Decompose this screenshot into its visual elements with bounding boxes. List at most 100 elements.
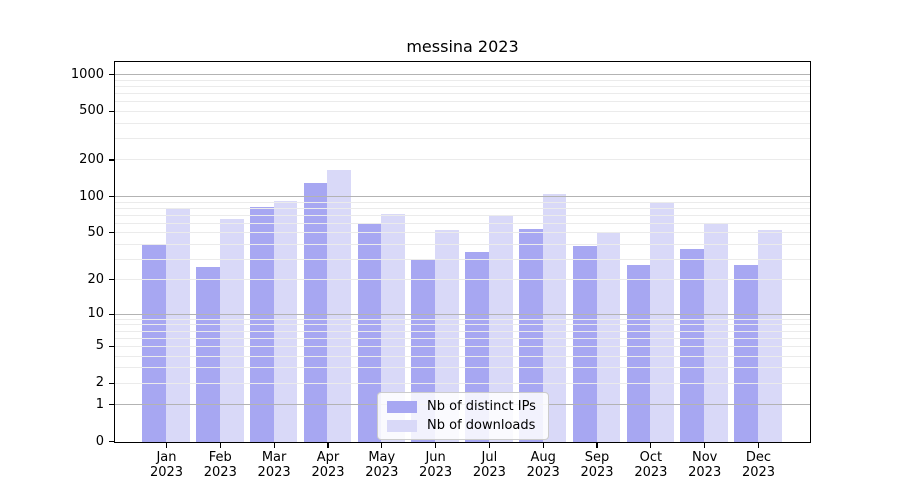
x-tick-label-jul: Jul 2023 <box>472 450 506 480</box>
bar-distinct-ips-apr <box>303 183 328 442</box>
gridline-minor-30 <box>115 258 810 260</box>
y-tick-label-20: 20 <box>87 271 104 287</box>
x-tick-mark-may <box>381 443 383 448</box>
y-tick-mark-50 <box>109 232 114 234</box>
gridline-minor-800 <box>115 86 810 87</box>
bar-downloads-nov <box>704 223 728 442</box>
legend-entry-distinct-ips: Nb of distinct IPs <box>387 399 536 414</box>
bar-distinct-ips-sep <box>572 246 597 442</box>
bar-distinct-ips-nov <box>680 248 705 442</box>
x-tick-label-may: May 2023 <box>365 450 399 480</box>
gridline-major-100 <box>115 196 810 197</box>
x-tick-mark-apr <box>327 443 329 448</box>
x-tick-mark-jul <box>488 443 491 448</box>
y-tick-label-1: 1 <box>95 396 104 412</box>
gridline-major-10 <box>115 313 810 315</box>
y-tick-label-50: 50 <box>87 224 104 240</box>
gridline-minor-5 <box>115 345 810 347</box>
y-tick-label-200: 200 <box>79 151 104 167</box>
gridline-minor-300 <box>115 138 810 139</box>
bar-downloads-jan <box>166 209 190 442</box>
bar-distinct-ips-dec <box>734 265 758 442</box>
gridline-minor-2 <box>115 382 810 384</box>
bar-downloads-oct <box>650 202 675 442</box>
y-tick-label-0: 0 <box>95 433 104 449</box>
gridline-minor-6 <box>115 337 810 339</box>
y-tick-mark-200 <box>109 159 114 161</box>
bar-downloads-dec <box>758 230 782 442</box>
x-tick-label-oct: Oct 2023 <box>634 450 668 480</box>
bar-downloads-mar <box>273 200 298 442</box>
gridline-minor-7 <box>115 330 810 332</box>
x-tick-mark-feb <box>219 443 221 448</box>
bar-distinct-ips-feb <box>196 267 220 442</box>
gridline-minor-90 <box>115 201 810 203</box>
y-tick-label-500: 500 <box>79 103 104 119</box>
bar-distinct-ips-jan <box>142 244 166 442</box>
x-tick-label-jun: Jun 2023 <box>419 450 453 480</box>
x-tick-mark-mar <box>273 443 275 448</box>
gridline-minor-500 <box>115 110 810 112</box>
plot-area <box>114 61 811 443</box>
x-tick-mark-nov <box>704 443 706 448</box>
gridline-minor-4 <box>115 355 810 357</box>
x-tick-label-apr: Apr 2023 <box>311 450 345 480</box>
y-tick-mark-1000 <box>109 74 114 76</box>
x-tick-mark-dec <box>757 443 760 448</box>
x-tick-mark-jan <box>165 443 168 448</box>
x-tick-mark-sep <box>596 443 598 448</box>
x-tick-label-mar: Mar 2023 <box>257 450 291 480</box>
bar-distinct-ips-oct <box>626 265 651 442</box>
legend-swatch-downloads <box>387 419 417 432</box>
legend-swatch-distinct-ips <box>387 400 417 413</box>
legend-label-downloads: Nb of downloads <box>427 418 536 433</box>
x-tick-mark-aug <box>542 443 544 448</box>
bar-downloads-aug <box>542 194 567 442</box>
gridline-minor-3 <box>115 367 810 369</box>
bar-distinct-ips-aug <box>519 229 543 442</box>
gridline-major-1000 <box>115 74 810 76</box>
gridline-minor-600 <box>115 101 810 103</box>
bar-downloads-jul <box>488 215 513 442</box>
legend-entry-downloads: Nb of downloads <box>387 418 536 433</box>
gridline-minor-60 <box>115 222 810 224</box>
gridline-minor-40 <box>115 243 810 245</box>
gridline-minor-200 <box>115 159 810 161</box>
gridline-minor-9 <box>115 318 810 320</box>
y-tick-mark-10 <box>109 313 114 315</box>
y-tick-label-5: 5 <box>95 338 104 354</box>
bar-downloads-may <box>381 213 405 442</box>
gridline-minor-50 <box>115 232 810 234</box>
bar-downloads-jun <box>435 230 459 442</box>
x-tick-label-nov: Nov 2023 <box>688 450 722 480</box>
legend: Nb of distinct IPs Nb of downloads <box>377 392 549 440</box>
bar-downloads-apr <box>327 169 352 442</box>
legend-label-distinct-ips: Nb of distinct IPs <box>427 399 536 414</box>
y-tick-mark-100 <box>109 195 114 198</box>
y-tick-label-100: 100 <box>79 188 104 204</box>
gridline-minor-80 <box>115 207 810 209</box>
chart-title: messina 2023 <box>406 37 519 56</box>
x-tick-label-jan: Jan 2023 <box>149 450 184 480</box>
gridline-minor-8 <box>115 324 810 326</box>
y-tick-mark-1 <box>109 404 114 406</box>
y-tick-label-2: 2 <box>95 375 104 391</box>
gridline-minor-20 <box>115 279 810 281</box>
x-tick-mark-oct <box>650 443 652 448</box>
gridline-minor-900 <box>115 79 810 81</box>
gridline-minor-400 <box>115 122 810 124</box>
y-tick-mark-20 <box>109 279 114 281</box>
x-tick-mark-jun <box>434 443 437 448</box>
y-tick-mark-2 <box>109 382 114 384</box>
y-tick-label-1000: 1000 <box>70 66 104 82</box>
gridline-minor-70 <box>115 214 810 216</box>
bar-downloads-feb <box>219 218 244 442</box>
bar-distinct-ips-may <box>357 223 382 442</box>
x-tick-label-aug: Aug 2023 <box>526 450 560 480</box>
x-tick-label-sep: Sep 2023 <box>580 450 614 480</box>
bar-downloads-sep <box>596 233 621 442</box>
y-tick-mark-5 <box>109 345 114 347</box>
y-tick-mark-0 <box>109 440 114 443</box>
y-tick-mark-500 <box>109 110 114 113</box>
